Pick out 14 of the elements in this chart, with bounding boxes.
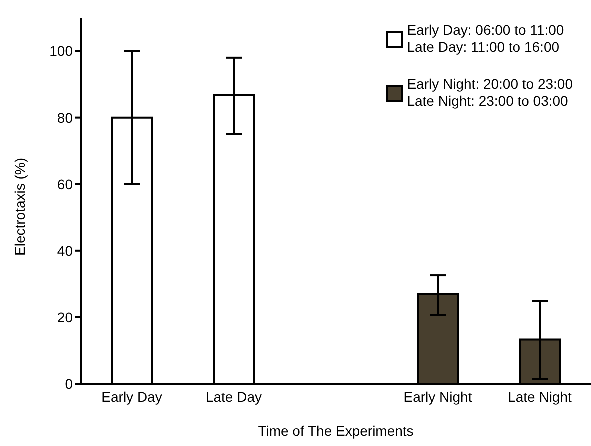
legend-label: Early Day: 06:00 to 11:00 Late Day: 11:00 to 16:00	[407, 22, 564, 56]
y-tick-label: 80	[57, 110, 74, 126]
y-tick-label: 0	[65, 376, 74, 392]
y-tick-label: 20	[57, 309, 74, 326]
y-tick-label: 40	[57, 242, 74, 259]
x-tick-label: Late Day	[206, 388, 262, 405]
y-axis-title: Electrotaxis (%)	[12, 158, 28, 256]
x-tick-label: Early Night	[404, 388, 472, 405]
legend-label: Early Night: 20:00 to 23:00 Late Night: 23:00 to 03:00	[407, 76, 573, 110]
x-tick-label: Late Night	[508, 388, 572, 405]
y-tick-label: 60	[57, 176, 74, 192]
x-tick-label: Early Day	[102, 388, 162, 405]
x-axis-title: Time of The Experiments	[258, 423, 414, 439]
y-tick-label: 100	[50, 43, 74, 60]
